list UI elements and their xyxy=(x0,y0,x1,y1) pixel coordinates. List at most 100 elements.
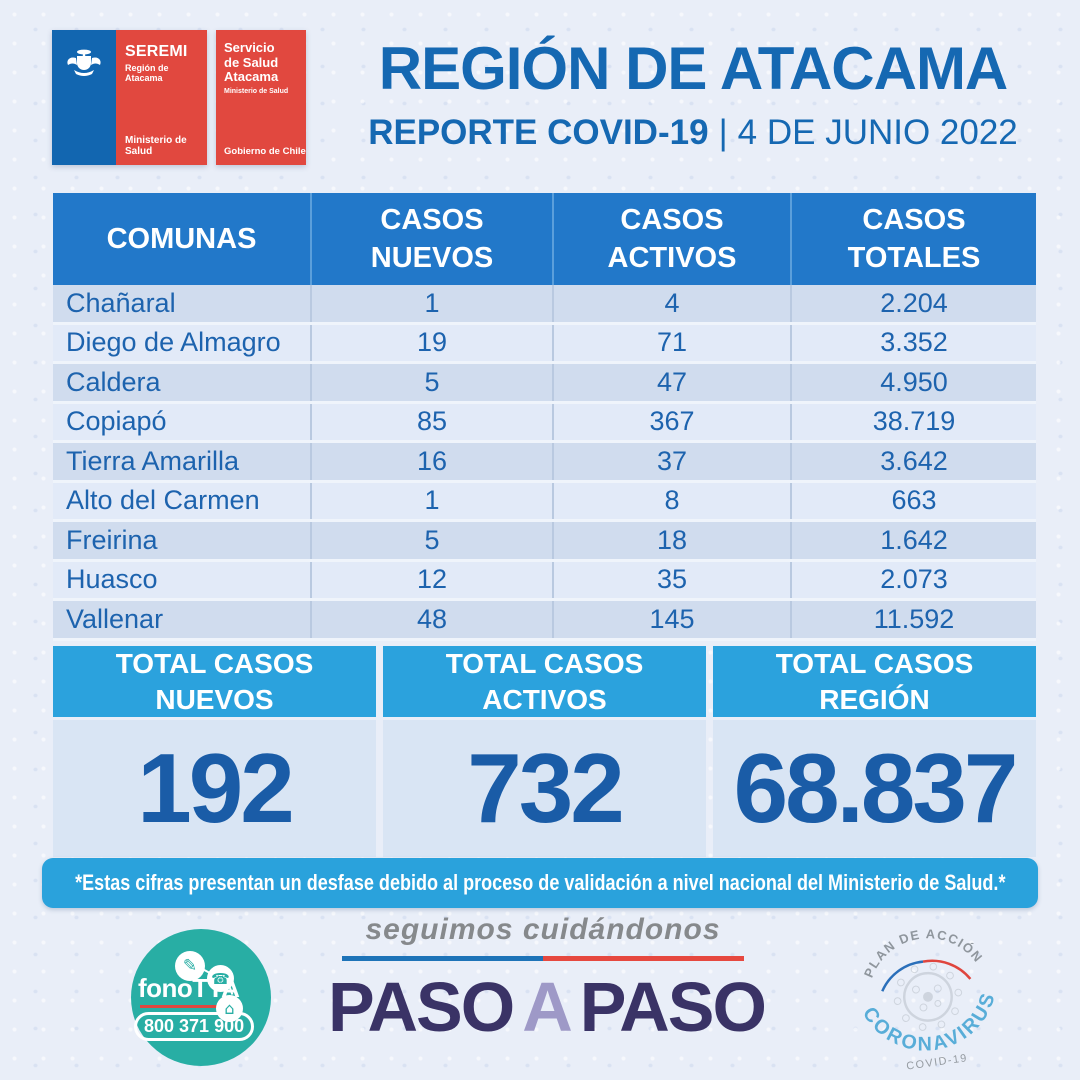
paso-a-paso-block: seguimos cuidándonos PASO A PASO xyxy=(328,913,767,1047)
paso-word-3: PASO xyxy=(579,968,767,1046)
total-nuevos-block: TOTAL CASOS NUEVOS 192 xyxy=(53,646,376,857)
casos-totales-value: 2.204 xyxy=(790,285,1036,322)
table-row: Vallenar 48 145 11.592 xyxy=(53,601,1036,641)
seremi-subtitle: Región de Atacama xyxy=(125,63,169,83)
subtitle-report: REPORTE COVID-19 xyxy=(368,113,709,152)
table-body: Chañaral 1 4 2.204 Diego de Almagro 19 7… xyxy=(53,285,1036,641)
paso-tagline: seguimos cuidándonos xyxy=(365,913,721,946)
page-title: REGIÓN DE ATACAMA xyxy=(378,35,1009,102)
total-region-panel: 68.837 xyxy=(713,720,1036,857)
casos-totales-value: 3.352 xyxy=(790,324,1036,361)
table-row: Chañaral 1 4 2.204 xyxy=(53,285,1036,325)
phone-icon: ☎ xyxy=(207,965,234,992)
comuna-name: Alto del Carmen xyxy=(66,485,260,516)
table-row: Tierra Amarilla 16 37 3.642 xyxy=(53,443,1036,483)
fonotta-phone-number: 800 371 900 xyxy=(134,1012,255,1041)
subtitle-date: 4 DE JUNIO 2022 xyxy=(737,113,1018,152)
casos-nuevos-value: 48 xyxy=(310,601,552,638)
casos-totales-value: 4.950 xyxy=(790,364,1036,401)
casos-totales-value: 663 xyxy=(790,482,1036,519)
total-activos-value: 732 xyxy=(467,733,625,843)
seremi-text-panel: SEREMI Región de Atacama Ministerio de S… xyxy=(116,30,207,165)
bicolor-divider xyxy=(342,956,744,961)
seal-top-label: PLAN DE ACCIÓN xyxy=(855,918,987,981)
seal-arc-red xyxy=(922,959,972,980)
comuna-name: Huasco xyxy=(66,564,158,595)
casos-activos-value: 367 xyxy=(552,403,790,440)
casos-nuevos-value: 12 xyxy=(310,561,552,598)
casos-totales-value: 2.073 xyxy=(790,561,1036,598)
col-header-comunas: COMUNAS xyxy=(106,222,257,255)
virus-icon xyxy=(893,962,963,1031)
total-activos-block: TOTAL CASOS ACTIVOS 732 xyxy=(383,646,706,857)
seal-arc-blue xyxy=(881,960,924,992)
table-row: Huasco 12 35 2.073 xyxy=(53,561,1036,601)
casos-totales-value: 1.642 xyxy=(790,522,1036,559)
casos-nuevos-value: 19 xyxy=(310,324,552,361)
coronavirus-seal: PLAN DE ACCIÓN CORONAVIRUS COVID-19 xyxy=(855,918,1007,1073)
servicio-title: Servicio de Salud Atacama xyxy=(224,40,279,85)
casos-totales-value: 11.592 xyxy=(790,601,1036,638)
title-block: REGIÓN DE ATACAMA REPORTE COVID-19 | 4 DE … xyxy=(340,34,1046,153)
cases-table: COMUNAS CASOS NUEVOS CASOS ACTIVOS CASOS… xyxy=(53,193,1036,641)
total-nuevos-value: 192 xyxy=(137,733,295,843)
casos-nuevos-value: 85 xyxy=(310,403,552,440)
subtitle-separator: | xyxy=(718,113,728,152)
disclaimer-banner: *Estas cifras presentan un desfase debid… xyxy=(42,858,1038,908)
total-nuevos-panel: 192 xyxy=(53,720,376,857)
table-row: Caldera 5 47 4.950 xyxy=(53,364,1036,404)
seal-top-textpath: PLAN DE ACCIÓN xyxy=(855,918,987,981)
fonotta-underline xyxy=(140,1005,242,1008)
servicio-footer: Gobierno de Chile xyxy=(224,146,306,157)
comuna-name: Tierra Amarilla xyxy=(66,445,240,476)
casos-nuevos-value: 16 xyxy=(310,443,552,480)
total-region-block: TOTAL CASOS REGIÓN 68.837 xyxy=(713,646,1036,857)
casos-totales-value: 3.642 xyxy=(790,443,1036,480)
casos-activos-value: 18 xyxy=(552,522,790,559)
table-row: Diego de Almagro 19 71 3.352 xyxy=(53,324,1036,364)
page-subtitle: REPORTE COVID-19 | 4 DE JUNIO 2022 xyxy=(340,113,1046,153)
disclaimer-text: *Estas cifras presentan un desfase debid… xyxy=(74,870,1006,895)
totals-section: TOTAL CASOS NUEVOS 192 TOTAL CASOS ACTIV… xyxy=(53,646,1036,857)
chile-coat-of-arms-icon xyxy=(67,49,101,76)
table-header-row: COMUNAS CASOS NUEVOS CASOS ACTIVOS CASOS… xyxy=(53,193,1036,285)
comuna-name: Caldera xyxy=(66,366,161,397)
casos-nuevos-value: 1 xyxy=(310,285,552,322)
table-row: Copiapó 85 367 38.719 xyxy=(53,403,1036,443)
casos-totales-value: 38.719 xyxy=(790,403,1036,440)
comuna-name: Diego de Almagro xyxy=(66,327,281,358)
comuna-name: Vallenar xyxy=(66,603,164,634)
table-row: Freirina 5 18 1.642 xyxy=(53,522,1036,562)
pencil-icon: ✎ xyxy=(175,951,205,981)
servicio-subtitle: Ministerio de Salud xyxy=(224,87,289,95)
seremi-logo: SEREMI Región de Atacama Ministerio de S… xyxy=(52,30,207,165)
table-row: Alto del Carmen 1 8 663 xyxy=(53,482,1036,522)
crest-panel xyxy=(52,30,116,165)
seal-covid-label: COVID-19 xyxy=(906,1052,969,1073)
casos-activos-value: 145 xyxy=(552,601,790,638)
total-activos-label: TOTAL CASOS ACTIVOS xyxy=(383,646,706,717)
casos-activos-value: 37 xyxy=(552,443,790,480)
total-region-label: TOTAL CASOS REGIÓN xyxy=(713,646,1036,717)
col-header-casos-nuevos: CASOS NUEVOS xyxy=(310,193,552,285)
casos-activos-value: 71 xyxy=(552,324,790,361)
fonotta-badge: fonoTTA 800 371 900 ✎ ☎ ⌂ xyxy=(131,929,271,1066)
casos-nuevos-value: 1 xyxy=(310,482,552,519)
seremi-title: SEREMI xyxy=(125,43,188,60)
total-nuevos-label: TOTAL CASOS NUEVOS xyxy=(53,646,376,717)
total-activos-panel: 732 xyxy=(383,720,706,857)
casos-nuevos-value: 5 xyxy=(310,522,552,559)
casos-activos-value: 4 xyxy=(552,285,790,322)
house-icon: ⌂ xyxy=(216,995,243,1022)
seremi-footer: Ministerio de Salud xyxy=(125,135,187,157)
col-header-casos-activos: CASOS ACTIVOS xyxy=(552,193,790,285)
paso-title: PASO A PASO xyxy=(328,967,767,1047)
casos-activos-value: 47 xyxy=(552,364,790,401)
casos-activos-value: 35 xyxy=(552,561,790,598)
paso-word-1: PASO xyxy=(328,968,515,1046)
col-header-casos-totales: CASOS TOTALES xyxy=(790,193,1036,285)
casos-activos-value: 8 xyxy=(552,482,790,519)
comuna-name: Freirina xyxy=(66,524,158,555)
comuna-name: Chañaral xyxy=(66,287,176,318)
